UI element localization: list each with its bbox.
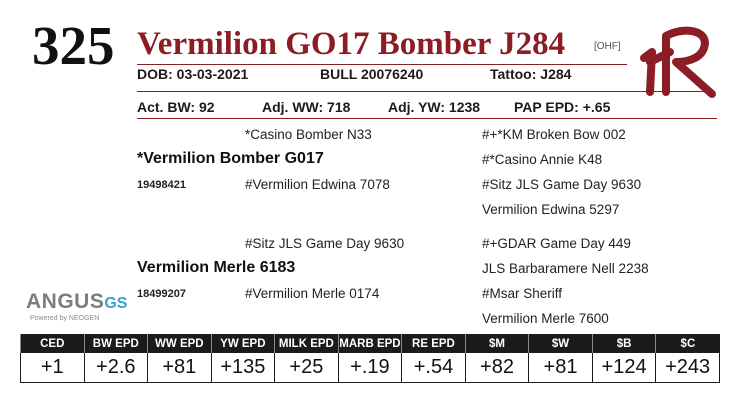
dam: Vermilion Merle 6183 xyxy=(137,259,296,276)
tattoo: Tattoo: J284 xyxy=(490,66,572,82)
dss: #+GDAR Game Day 449 xyxy=(482,236,631,251)
epd-header-b: $B xyxy=(591,334,656,353)
dam-dam: #Vermilion Merle 0174 xyxy=(245,286,380,301)
pap-epd: PAP EPD: +.65 xyxy=(514,99,611,115)
epd-value-m: +82 xyxy=(464,353,530,383)
ssd: #*Casino Annie K48 xyxy=(482,152,603,167)
epd-value-ww: +81 xyxy=(147,353,212,383)
epd-header-m: $M xyxy=(464,334,529,353)
ddd: Vermilion Merle 7600 xyxy=(482,311,609,326)
epd-value-marb: +.19 xyxy=(337,353,403,383)
sex-registration: BULL 20076240 xyxy=(320,66,424,82)
measures-rule xyxy=(137,118,717,119)
dds: #Msar Sheriff xyxy=(482,286,563,301)
epd-header-yw: YW EPD xyxy=(210,334,275,353)
logo-gs: GS xyxy=(104,295,128,312)
epd-value-w: +81 xyxy=(528,353,593,383)
epd-value-re: +.54 xyxy=(401,353,466,383)
sss: #+*KM Broken Bow 002 xyxy=(482,127,626,142)
epd-header-ced: CED xyxy=(20,334,85,353)
epd-value-b: +124 xyxy=(591,353,657,383)
dob: DOB: 03-03-2021 xyxy=(137,66,249,82)
logo-powered: Powered by NEOGEN xyxy=(30,315,100,322)
tag-label: [OHF] xyxy=(594,41,621,52)
epd-header-ww: WW EPD xyxy=(147,334,212,353)
epd-header-bw: BW EPD xyxy=(83,334,148,353)
sire: *Vermilion Bomber G017 xyxy=(137,150,324,167)
epd-value-ced: +1 xyxy=(20,353,85,383)
sds: #Sitz JLS Game Day 9630 xyxy=(482,177,642,192)
dam-registration: 18499207 xyxy=(137,288,186,300)
epd-header-re: RE EPD xyxy=(401,334,466,353)
animal-name: Vermilion GO17 Bomber J284 xyxy=(137,26,566,62)
epd-header-row: CED BW EPD WW EPD YW EPD MILK EPD MARB E… xyxy=(20,334,720,353)
actual-bw: Act. BW: 92 xyxy=(137,99,215,115)
epd-value-yw: +135 xyxy=(210,353,276,383)
adjusted-ww: Adj. WW: 718 xyxy=(262,99,351,115)
epd-value-row: +1 +2.6 +81 +135 +25 +.19 +.54 +82 +81 +… xyxy=(20,353,720,383)
epd-header-w: $W xyxy=(528,334,593,353)
header-rule xyxy=(137,64,627,65)
epd-value-milk: +25 xyxy=(274,353,339,383)
sire-dam: #Vermilion Edwina 7078 xyxy=(245,177,390,192)
epd-header-marb: MARB EPD xyxy=(337,334,402,353)
dsd: JLS Barbaramere Nell 2238 xyxy=(482,261,649,276)
lot-number: 325 xyxy=(32,15,115,76)
vr-brand-icon xyxy=(640,26,716,98)
sdd: Vermilion Edwina 5297 xyxy=(482,202,620,217)
epd-header-c: $C xyxy=(655,334,720,353)
dam-sire: #Sitz JLS Game Day 9630 xyxy=(245,236,405,251)
angus-gs-logo: ANGUSGS Powered by NEOGEN xyxy=(26,290,128,322)
logo-angus: ANGUS xyxy=(26,290,105,313)
epd-table: CED BW EPD WW EPD YW EPD MILK EPD MARB E… xyxy=(20,334,720,383)
epd-header-milk: MILK EPD xyxy=(274,334,339,353)
epd-value-c: +243 xyxy=(655,353,720,383)
adjusted-yw: Adj. YW: 1238 xyxy=(388,99,481,115)
info-rule xyxy=(137,91,715,92)
sire-sire: *Casino Bomber N33 xyxy=(245,127,372,142)
sire-registration: 19498421 xyxy=(137,179,186,191)
epd-value-bw: +2.6 xyxy=(83,353,149,383)
